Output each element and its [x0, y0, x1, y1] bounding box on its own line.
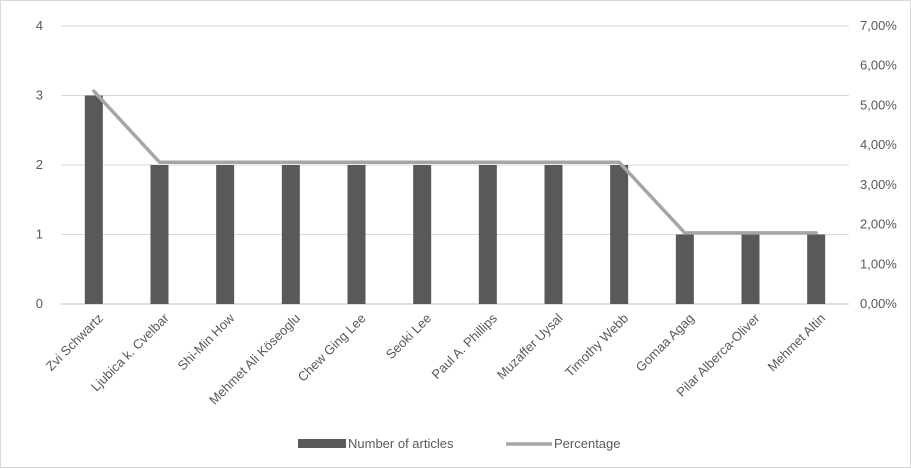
- bar: [84, 95, 103, 304]
- right-tick-label: 3,00%: [860, 177, 897, 192]
- x-tick-label: Gomaa Agag: [633, 311, 697, 375]
- left-tick-label: 4: [36, 18, 43, 33]
- line-series: [92, 89, 818, 235]
- x-tick-label: Timothy Webb: [562, 311, 631, 380]
- bar: [413, 165, 432, 304]
- bar: [216, 165, 235, 304]
- bar: [150, 165, 169, 304]
- legend-label: Percentage: [554, 436, 621, 451]
- right-tick-label: 6,00%: [860, 58, 897, 73]
- x-tick-label: Zvi Schwartz: [43, 311, 106, 374]
- bar: [281, 165, 300, 304]
- right-y-axis: 0,00% 1,00% 2,00% 3,00% 4,00% 5,00% 6,00% 7,00%: [860, 18, 897, 311]
- left-tick-label: 2: [36, 157, 43, 172]
- x-tick-label: Paul A. Phillips: [429, 310, 501, 382]
- x-tick-label: Shi-Min How: [175, 310, 238, 373]
- x-tick-label: Seoki Lee: [383, 311, 434, 362]
- bar: [544, 165, 563, 304]
- gridlines: [61, 25, 849, 305]
- left-tick-label: 0: [36, 296, 43, 311]
- percentage-line: [92, 89, 818, 235]
- x-tick-label: Muzaffer Uysal: [494, 310, 566, 382]
- right-tick-label: 1,00%: [860, 256, 897, 271]
- right-tick-label: 2,00%: [860, 217, 897, 232]
- x-tick-label: Chew Ging Lee: [295, 311, 369, 385]
- x-tick-label: Mehmet Altin: [765, 311, 829, 375]
- bar: [347, 165, 366, 304]
- right-tick-label: 4,00%: [860, 137, 897, 152]
- bar: [741, 234, 760, 304]
- legend: Number of articles Percentage: [298, 436, 621, 451]
- right-tick-label: 0,00%: [860, 296, 897, 311]
- bar: [610, 165, 629, 304]
- bar-series: [84, 95, 826, 304]
- bar: [675, 234, 694, 304]
- legend-bar-swatch: [298, 439, 346, 448]
- left-tick-label: 3: [36, 88, 43, 103]
- left-tick-label: 1: [36, 227, 43, 242]
- right-tick-label: 7,00%: [860, 18, 897, 33]
- legend-label: Number of articles: [348, 436, 454, 451]
- left-y-axis: 0 1 2 3 4: [36, 18, 43, 311]
- right-tick-label: 5,00%: [860, 97, 897, 112]
- bar: [807, 234, 826, 304]
- bar: [478, 165, 497, 304]
